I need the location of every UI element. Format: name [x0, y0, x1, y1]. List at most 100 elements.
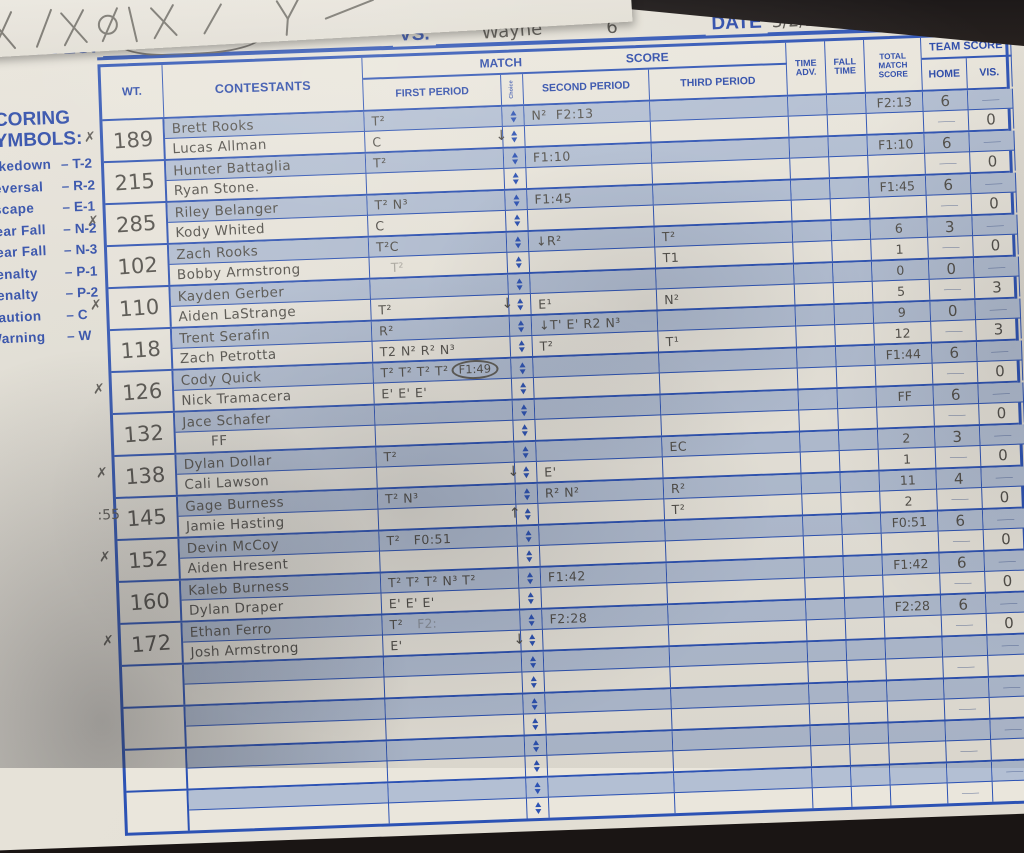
- vis-first-period-cell: ↑: [379, 505, 518, 530]
- printed-dash: —: [982, 93, 999, 105]
- home-team-score-cell: 3: [927, 216, 973, 238]
- vis-team-points: 0: [998, 446, 1008, 464]
- choice-cell: [517, 526, 540, 547]
- vis-fall-time-cell: [847, 660, 887, 681]
- vis-total-match-score-cell: [877, 406, 935, 428]
- printed-dash: —: [949, 451, 966, 463]
- vis-time-adv-cell: [790, 157, 830, 178]
- vis-wrestler-name: Cali Lawson: [184, 473, 269, 493]
- separator: –: [63, 221, 71, 236]
- vis-fall-time-cell: [840, 450, 880, 471]
- choice-arrows-icon: [529, 656, 535, 668]
- choice-cell: [523, 694, 546, 715]
- home-first-period-score: T² F0:51: [386, 531, 451, 548]
- home-dash-cell: —: [942, 614, 988, 636]
- vis-fall-time-cell: [838, 408, 878, 429]
- move-symbol: W: [78, 328, 91, 343]
- vis-time-adv-cell: [798, 367, 838, 388]
- home-wrestler-name: Gage Burness: [185, 494, 284, 515]
- match-word: MATCH: [479, 55, 522, 71]
- vis-second-period-cell: [549, 793, 676, 817]
- choice-arrows-icon: [534, 781, 540, 793]
- vis-third-period-cell: [661, 410, 800, 435]
- vis-second-period-cell: [526, 164, 653, 188]
- printed-dash: —: [1006, 765, 1023, 777]
- vis-dash-cell: —: [972, 215, 1018, 237]
- vis-choice-arrow: ↑: [509, 506, 521, 522]
- weight-cell: ✗ 126: [111, 371, 174, 413]
- vis-third-period-cell: [667, 578, 806, 603]
- vis-time-adv-cell: [808, 661, 848, 682]
- vis-second-period-score: T²: [539, 338, 553, 353]
- weight-cell: :55 145: [116, 497, 179, 539]
- printed-dash: —: [961, 787, 978, 799]
- home-first-period-score: T² T² T² T²: [380, 363, 449, 380]
- weight-cell: ✗ 189: [102, 119, 165, 161]
- home-time-adv-cell: [796, 305, 836, 326]
- home-second-period-score: ↓T' E' R2 N³: [539, 315, 621, 333]
- move-name: Caution: [0, 307, 63, 325]
- move-name: Near Fall: [0, 242, 60, 260]
- col-header-weight: WT.: [101, 65, 165, 119]
- vis-time-adv-cell: [792, 199, 832, 220]
- separator: –: [65, 285, 73, 300]
- move-symbol: E-1: [74, 199, 96, 215]
- choice-cell: [524, 714, 547, 735]
- home-team-score-cell: 6: [932, 342, 978, 364]
- vis-third-period-cell: [672, 704, 811, 729]
- home-total-match-score: 2: [902, 431, 910, 446]
- choice-cell: [519, 568, 542, 589]
- printed-dash: —: [937, 115, 954, 127]
- choice-arrows-icon: [532, 718, 538, 730]
- home-total-match-score-cell: [885, 637, 943, 659]
- home-dash-cell: —: [933, 362, 979, 384]
- choice-cell: [518, 546, 541, 567]
- vis-first-period-cell: E' ↓: [383, 631, 522, 656]
- vis-total-match-score: 2: [904, 493, 912, 508]
- home-total-match-score-cell: [888, 721, 946, 743]
- vis-time-adv-cell: [796, 325, 836, 346]
- vis-total-match-score-cell: [870, 196, 928, 218]
- vis-team-score-cell: 0: [970, 151, 1016, 173]
- vis-dash-cell: —: [980, 424, 1024, 446]
- home-fall-time-cell: [845, 598, 885, 619]
- vis-first-period-score: E' E' E': [389, 594, 435, 611]
- choice-cell: [519, 588, 542, 609]
- vis-third-period-cell: [651, 117, 790, 142]
- weight-cell: ✗ 172: [120, 623, 183, 665]
- vis-dash-cell: —: [989, 676, 1024, 698]
- printed-dash: —: [1001, 639, 1018, 651]
- home-time-adv-cell: [805, 557, 845, 578]
- choice-cell: [527, 798, 550, 819]
- weight-cell: [122, 665, 185, 707]
- home-time-adv-cell: [800, 431, 840, 452]
- home-wrestler-name: Hunter Battaglia: [173, 157, 291, 178]
- vis-third-period-cell: [652, 159, 791, 184]
- weight-value: 102: [117, 253, 159, 280]
- vis-first-period-cell: E' E' E': [374, 379, 513, 404]
- printed-dash: —: [951, 493, 968, 505]
- printed-dash: —: [989, 303, 1006, 315]
- home-wrestler-name: Zach Rooks: [176, 243, 259, 263]
- home-time-adv-cell: [793, 221, 833, 242]
- choice-arrows-icon: [533, 760, 539, 772]
- move-symbol: C: [78, 306, 88, 321]
- choice-cell: [525, 736, 548, 757]
- vis-dash-cell: —: [981, 466, 1024, 488]
- vis-wrestler-name: Aiden Hresent: [187, 556, 288, 577]
- home-dash-cell: —: [936, 446, 982, 468]
- home-time-adv-cell: [799, 389, 839, 410]
- home-first-period-score: T² T² T² N³ T²: [388, 572, 476, 590]
- vis-third-period-cell: [669, 620, 808, 645]
- printed-dash: —: [994, 429, 1011, 441]
- vis-wrestler-name: Kody Whited: [175, 221, 265, 241]
- home-dash-cell: —: [930, 278, 976, 300]
- weight-cell: ✗ 110: [108, 287, 171, 329]
- printed-dash: —: [940, 199, 957, 211]
- home-dash-cell: —: [943, 656, 989, 678]
- vis-team-points: 0: [1002, 572, 1012, 590]
- vis-time-adv-cell: [793, 241, 833, 262]
- choice-arrows-icon: [526, 572, 532, 584]
- vis-total-match-score: 5: [897, 283, 905, 298]
- home-team-score-cell: 6: [938, 510, 984, 532]
